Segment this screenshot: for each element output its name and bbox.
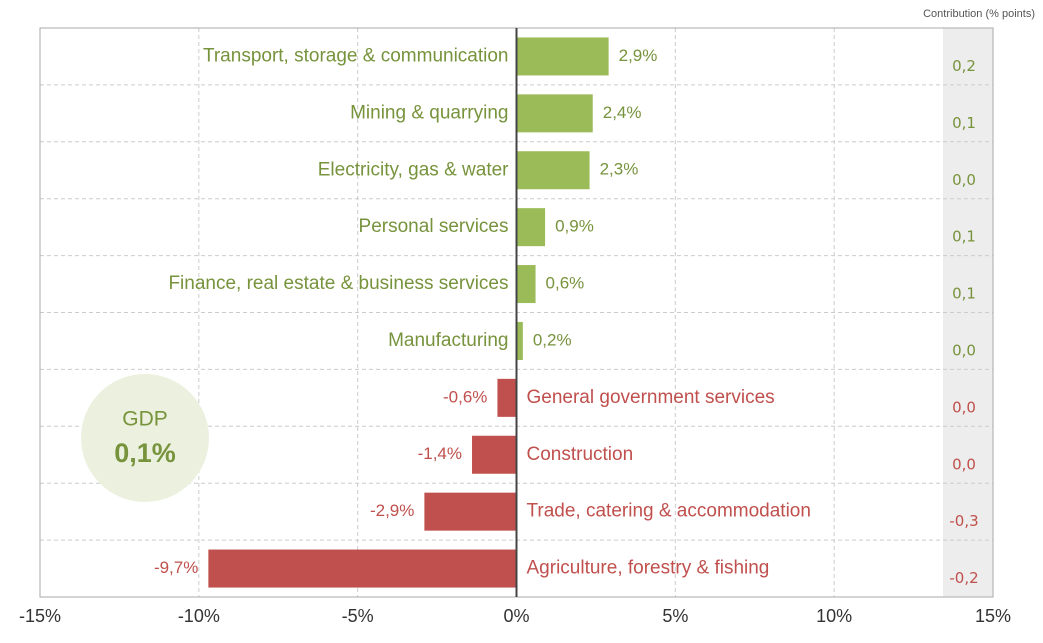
contribution-value: 0,1 (952, 114, 976, 132)
contribution-value: 0,0 (952, 455, 976, 473)
category-label: Agriculture, forestry & fishing (527, 558, 770, 579)
value-label: -1,4% (418, 444, 462, 463)
contribution-title: Contribution (% points) (923, 8, 1035, 20)
category-label: Manufacturing (388, 330, 508, 351)
bar (516, 265, 536, 304)
contribution-value: 0,0 (952, 341, 976, 359)
category-label: Electricity, gas & water (318, 159, 509, 180)
bar (516, 151, 590, 190)
value-label: -9,7% (154, 558, 198, 577)
category-label: Mining & quarrying (350, 102, 508, 123)
value-label: 0,2% (533, 330, 572, 349)
bar (208, 549, 517, 588)
bar (472, 435, 517, 474)
value-label: 2,3% (600, 160, 639, 179)
contribution-value: 0,0 (952, 171, 976, 189)
x-tick-label: 10% (816, 606, 852, 626)
bar (497, 378, 517, 417)
category-label: Transport, storage & communication (203, 45, 509, 66)
x-tick-label: -10% (178, 606, 220, 626)
gdp-circle (81, 374, 209, 502)
contribution-value: -0,2 (949, 569, 978, 587)
category-label: Construction (527, 444, 634, 465)
bar (516, 37, 609, 76)
gdp-label: GDP (122, 408, 168, 431)
value-label: 2,4% (603, 103, 642, 122)
contribution-value: 0,1 (952, 228, 976, 246)
bar (516, 321, 523, 360)
contribution-value: 0,0 (952, 398, 976, 416)
value-label: -0,6% (443, 387, 487, 406)
x-tick-label: -15% (19, 606, 61, 626)
value-label: 0,6% (546, 274, 585, 293)
category-label: Finance, real estate & business services (168, 273, 508, 294)
value-label: 2,9% (619, 46, 658, 65)
category-label: General government services (527, 387, 775, 408)
x-tick-label: 5% (662, 606, 688, 626)
x-tick-label: -5% (342, 606, 374, 626)
gdp-value: 0,1% (114, 438, 176, 468)
category-label: Personal services (359, 216, 509, 237)
value-label: -2,9% (370, 501, 414, 520)
bar (516, 208, 546, 247)
value-label: 0,9% (555, 217, 594, 236)
contribution-value: -0,3 (949, 512, 978, 530)
bar (516, 94, 593, 133)
category-label: Trade, catering & accommodation (527, 501, 811, 522)
x-tick-label: 15% (975, 606, 1011, 626)
contribution-value: 0,2 (952, 57, 976, 75)
x-tick-label: 0% (503, 606, 529, 626)
contribution-value: 0,1 (952, 285, 976, 303)
bar (424, 492, 517, 531)
